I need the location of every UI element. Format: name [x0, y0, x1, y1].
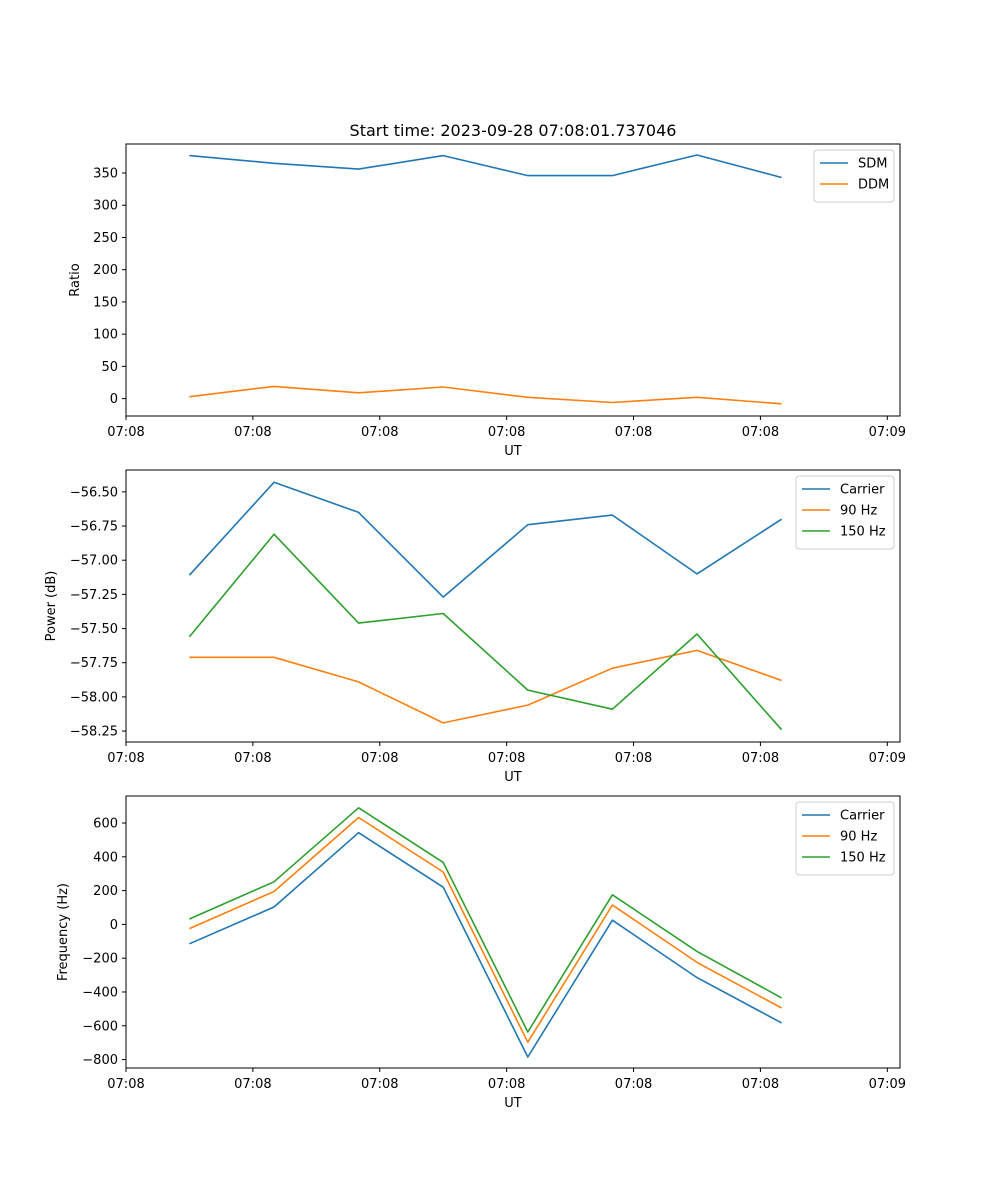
y-tick-label: 350	[93, 167, 118, 182]
subplot-3: 07:08 07:08 07:08 07:08 07:08 07:08 07:09 −800 −…	[56, 795, 906, 1111]
x-tick-label: 07:09	[869, 1077, 906, 1092]
y-tick-label: 150	[93, 295, 118, 310]
y-tick-label: −57.00	[70, 554, 118, 569]
x-tick-label: 07:08	[107, 425, 144, 440]
x-tick-label: 07:08	[361, 1077, 398, 1092]
y-tick-label: −57.75	[70, 656, 118, 671]
x-tick-label: 07:08	[361, 751, 398, 766]
y-tick-label: −600	[82, 1019, 118, 1034]
legend: Carrier 90 Hz 150 Hz	[795, 475, 895, 550]
x-tick-label: 07:08	[488, 425, 525, 440]
y-tick-label: 250	[93, 231, 118, 246]
y-tick-label: 600	[93, 817, 118, 832]
subplot-stack: Start time: 2023-09-28 07:08:01.737046 07…	[44, 121, 906, 1111]
chart-title: Start time: 2023-09-28 07:08:01.737046	[350, 121, 677, 140]
y-tick-label: 200	[93, 263, 118, 278]
series-line-90-hz	[189, 649, 782, 724]
y-tick-label: −800	[82, 1053, 118, 1068]
x-axis-label: UT	[504, 1096, 522, 1111]
subplot-1: Start time: 2023-09-28 07:08:01.737046 07…	[68, 121, 906, 459]
legend-label: 150 Hz	[840, 525, 886, 540]
y-tick-label: 100	[93, 328, 118, 343]
legend-label: DDM	[858, 178, 889, 193]
y-tick-label: 0	[110, 918, 118, 933]
y-axis-label: Ratio	[68, 263, 83, 296]
y-tick-label: 0	[110, 392, 118, 407]
x-axis-label: UT	[504, 444, 522, 459]
y-axis-label: Frequency (Hz)	[56, 883, 71, 981]
x-tick-label: 07:08	[234, 751, 271, 766]
legend: SDM DDM	[813, 149, 895, 203]
series-line-ddm	[189, 385, 782, 405]
x-tick-label: 07:08	[742, 425, 779, 440]
axes-frame	[125, 143, 901, 417]
y-tick-label: 400	[93, 850, 118, 865]
y-tick-label: 50	[101, 360, 118, 375]
x-axis-label: UT	[504, 770, 522, 785]
series-line-90-hz	[189, 816, 782, 1043]
x-tick-label: 07:08	[742, 751, 779, 766]
x-tick-label: 07:09	[869, 751, 906, 766]
legend: Carrier 90 Hz 150 Hz	[795, 801, 895, 876]
y-tick-label: −57.25	[70, 588, 118, 603]
legend-label: 150 Hz	[840, 851, 886, 866]
x-tick-label: 07:08	[742, 1077, 779, 1092]
y-tick-label: 200	[93, 884, 118, 899]
y-tick-label: −56.75	[70, 520, 118, 535]
x-tick-label: 07:08	[107, 1077, 144, 1092]
x-tick-label: 07:08	[615, 1077, 652, 1092]
y-tick-label: 300	[93, 199, 118, 214]
x-tick-label: 07:08	[234, 425, 271, 440]
subplot-2: 07:08 07:08 07:08 07:08 07:08 07:08 07:09 −58.2…	[44, 469, 906, 785]
y-tick-label: −56.50	[70, 485, 118, 500]
x-tick-label: 07:08	[488, 1077, 525, 1092]
x-tick-label: 07:08	[234, 1077, 271, 1092]
y-axis-label: Power (dB)	[44, 571, 59, 642]
legend-label: 90 Hz	[840, 504, 877, 519]
y-tick-label: −400	[82, 985, 118, 1000]
legend-label: Carrier	[840, 483, 885, 498]
series-line-sdm	[189, 154, 782, 179]
series-line-150-hz	[189, 806, 782, 1033]
legend-label: Carrier	[840, 809, 885, 824]
y-tick-label: −58.00	[70, 690, 118, 705]
x-tick-label: 07:08	[615, 751, 652, 766]
x-tick-label: 07:08	[488, 751, 525, 766]
axes-frame	[125, 469, 901, 743]
x-tick-label: 07:08	[107, 751, 144, 766]
y-tick-label: −57.50	[70, 622, 118, 637]
x-tick-label: 07:08	[615, 425, 652, 440]
legend-label: SDM	[858, 157, 887, 172]
y-tick-label: −58.25	[70, 725, 118, 740]
series-line-150-hz	[188, 533, 783, 731]
x-tick-label: 07:09	[869, 425, 906, 440]
x-tick-label: 07:08	[361, 425, 398, 440]
series-line-carrier	[188, 481, 783, 598]
y-tick-label: −200	[82, 952, 118, 967]
series-line-carrier	[189, 831, 782, 1058]
legend-label: 90 Hz	[840, 830, 877, 845]
axes-frame	[125, 795, 901, 1069]
